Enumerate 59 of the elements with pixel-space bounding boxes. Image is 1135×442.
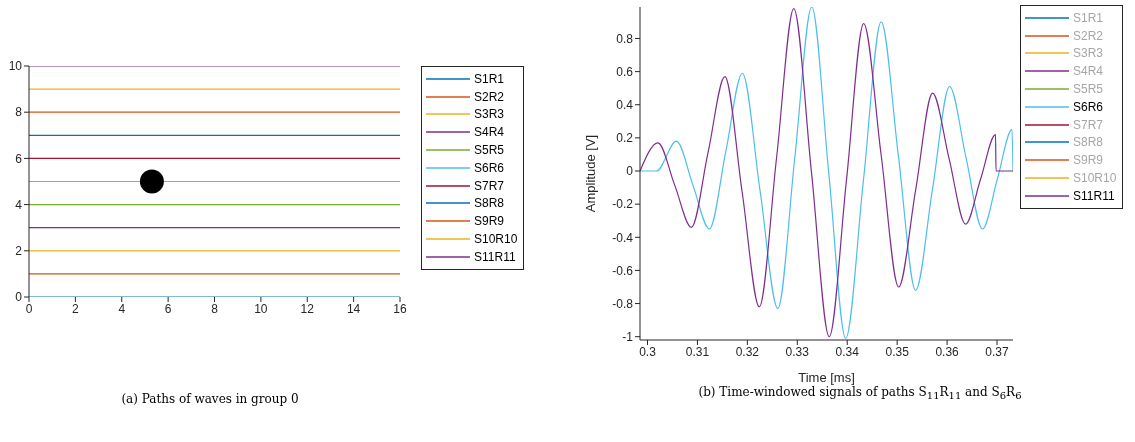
legend-label: S10R10 xyxy=(474,232,518,247)
legend-label: S5R5 xyxy=(474,143,505,158)
x-tick-label: 0.32 xyxy=(735,344,760,359)
x-tick-label: 16 xyxy=(393,301,407,316)
x-tick-label: 2 xyxy=(72,301,80,316)
y-tick-label: -1 xyxy=(622,329,634,344)
legend-label: S1R1 xyxy=(1073,10,1104,25)
legend-label: S1R1 xyxy=(474,71,505,86)
y-tick-label: 0.4 xyxy=(616,98,634,113)
legend-label: S3R3 xyxy=(1073,46,1104,61)
x-tick-label: 0.37 xyxy=(985,344,1010,359)
legend-label: S4R4 xyxy=(1073,64,1104,79)
x-tick-label: 0.36 xyxy=(935,344,960,359)
y-tick-label: 10 xyxy=(8,59,23,74)
legend-label: S9R9 xyxy=(1073,153,1104,168)
legend-label: S7R7 xyxy=(474,178,505,193)
y-tick-label: -0.2 xyxy=(612,197,634,212)
x-tick-label: 0.35 xyxy=(885,344,910,359)
legend-label: S8R8 xyxy=(1073,135,1104,150)
y-axis-title: Amplitude [V] xyxy=(582,134,598,213)
x-tick-label: 0 xyxy=(25,301,33,316)
x-tick-label: 0.31 xyxy=(685,344,710,359)
legend-label: S4R4 xyxy=(474,125,505,140)
legend-label: S8R8 xyxy=(474,196,505,211)
y-tick-label: 8 xyxy=(15,105,23,120)
x-axis-title: Time [ms] xyxy=(798,370,855,385)
y-tick-label: 2 xyxy=(15,244,23,259)
x-tick-label: 0.34 xyxy=(835,344,860,359)
y-tick-label: 0 xyxy=(626,164,634,179)
legend-label: S3R3 xyxy=(474,107,505,122)
y-tick-label: 0.2 xyxy=(616,131,634,146)
x-tick-label: 8 xyxy=(211,301,219,316)
x-tick-label: 0.33 xyxy=(785,344,810,359)
y-tick-label: 0.8 xyxy=(616,31,634,46)
legend-label: S10R10 xyxy=(1073,171,1117,186)
text: (a) Paths of waves in group 0 xyxy=(120,392,300,406)
legend-label: S11R11 xyxy=(474,249,516,264)
x-tick-label: 14 xyxy=(346,301,361,316)
x-tick-label: 4 xyxy=(118,301,126,316)
y-tick-label: -0.8 xyxy=(612,296,634,311)
y-tick-label: 0 xyxy=(15,290,23,305)
legend-label: S6R6 xyxy=(474,160,505,175)
legend-label: S7R7 xyxy=(1073,117,1104,132)
legend-label: S11R11 xyxy=(1073,188,1115,203)
text: (b) Time-windowed signals of paths S$_{11}$R$_{11}$ and S$_{6}$R$_{6}$ xyxy=(697,385,1023,402)
y-tick-label: 4 xyxy=(15,197,23,212)
y-tick-label: -0.4 xyxy=(612,230,634,245)
legend-label: S9R9 xyxy=(474,214,505,229)
y-tick-label: 6 xyxy=(15,151,23,166)
x-tick-label: 0.3 xyxy=(639,344,657,359)
x-tick-label: 6 xyxy=(164,301,172,316)
y-tick-label: 0.6 xyxy=(616,64,634,79)
legend-label: S5R5 xyxy=(1073,82,1104,97)
x-tick-label: 10 xyxy=(254,301,268,316)
legend-label: S2R2 xyxy=(474,89,505,104)
legend-label: S6R6 xyxy=(1073,99,1104,114)
y-tick-label: -0.6 xyxy=(612,263,634,278)
legend-label: S2R2 xyxy=(1073,28,1104,43)
x-tick-label: 12 xyxy=(300,301,315,316)
